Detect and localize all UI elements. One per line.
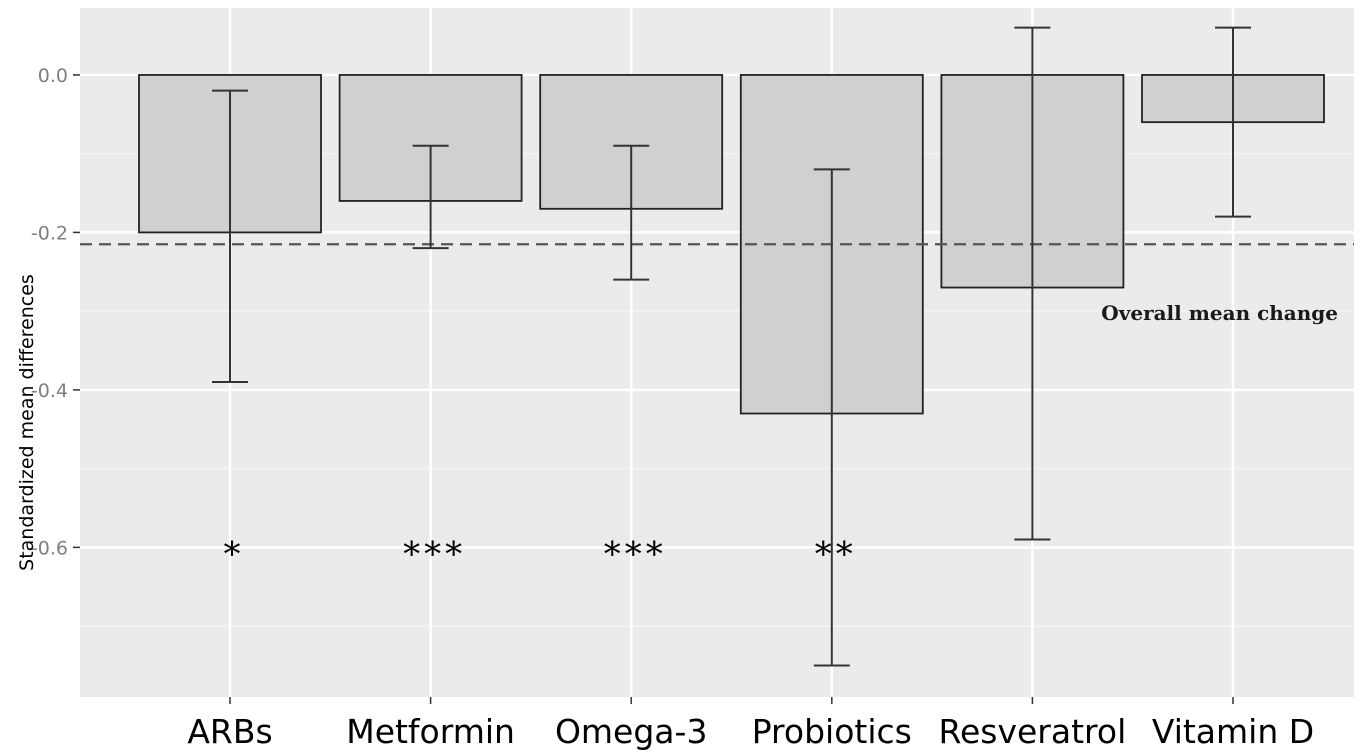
y-tick-label: 0.0 [38,65,68,87]
x-category-label: Resveratrol [939,712,1127,751]
y-tick-label: -0.2 [31,222,68,244]
x-category-label: Vitamin D [1152,712,1314,751]
x-axis-categories: ARBs Metformin Omega-3 Probiotics Resveratro… [187,697,1314,751]
x-category-label: Probiotics [752,712,912,751]
error-bars [212,26,1251,667]
x-category-label: Metformin [346,712,515,751]
error-bar [1014,26,1051,541]
overall-mean-label: Overall mean change [1101,301,1338,325]
y-axis-label: Standardized mean differences [16,274,38,571]
x-category-label: ARBs [187,712,272,751]
significance-marker: *** [604,534,667,574]
y-tick-label: -0.4 [31,380,68,402]
significance-marker: * [224,534,245,574]
error-bar [412,144,449,250]
y-tick-label: -0.6 [31,537,68,559]
significance-markers: * *** *** ** [224,534,857,574]
error-bar [212,89,248,384]
y-axis-ticks: 0.0 -0.2 -0.4 -0.6 [31,65,80,559]
significance-marker: ** [815,534,857,574]
significance-marker: *** [403,534,466,574]
error-bar [1215,26,1251,218]
reference-line-group: Overall mean change [80,243,1354,325]
error-bar [813,168,850,667]
x-category-label: Omega-3 [555,712,708,751]
error-bar [613,144,650,281]
